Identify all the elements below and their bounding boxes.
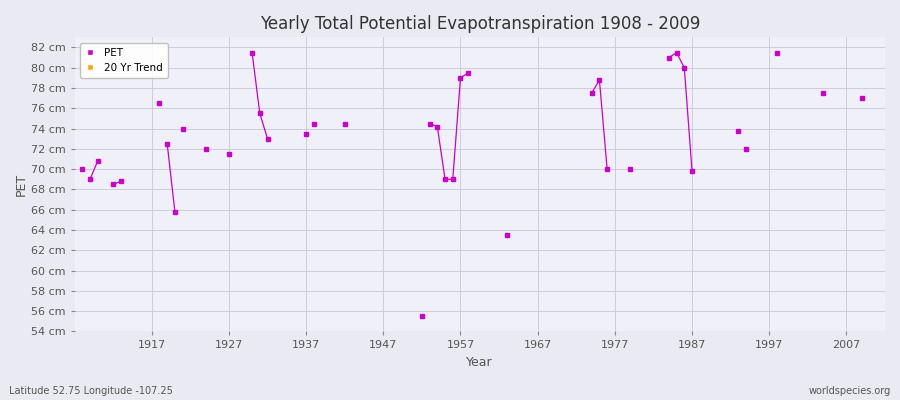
Legend: PET, 20 Yr Trend: PET, 20 Yr Trend — [80, 42, 167, 78]
Text: worldspecies.org: worldspecies.org — [809, 386, 891, 396]
Title: Yearly Total Potential Evapotranspiration 1908 - 2009: Yearly Total Potential Evapotranspiratio… — [259, 15, 700, 33]
Text: Latitude 52.75 Longitude -107.25: Latitude 52.75 Longitude -107.25 — [9, 386, 173, 396]
Y-axis label: PET: PET — [15, 173, 28, 196]
X-axis label: Year: Year — [466, 356, 493, 369]
